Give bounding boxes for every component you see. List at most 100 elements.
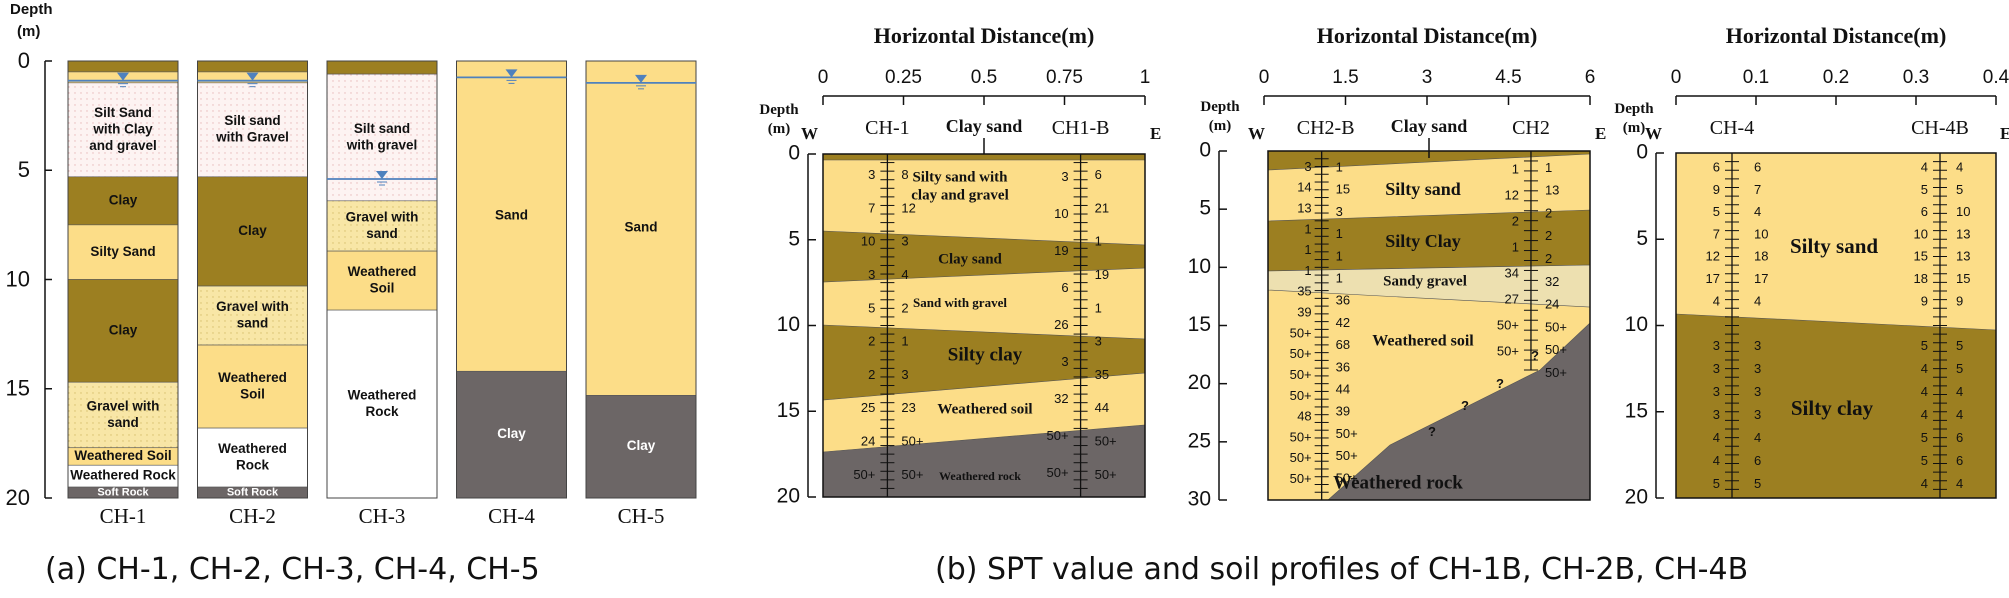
- spt-value: 1: [901, 334, 908, 349]
- spt-value: 5: [1956, 182, 1963, 197]
- spt-value: 4: [1754, 293, 1761, 308]
- y-axis-label: Depth: [1614, 101, 1654, 117]
- y-tick-label: 10: [6, 266, 30, 291]
- spt-value: 5: [1713, 476, 1720, 491]
- spt-value: 9: [1956, 293, 1963, 308]
- layer-label: Silty sand with: [912, 169, 1008, 185]
- spt-value: 50+: [1336, 426, 1358, 441]
- layer-label: sand: [107, 415, 139, 430]
- spt-value: 24: [861, 433, 875, 448]
- layer-label: Weathered: [348, 387, 417, 402]
- spt-value: 9: [1921, 293, 1928, 308]
- spt-value: 3: [1713, 384, 1720, 399]
- spt-value: 1: [1512, 239, 1519, 254]
- spt-value: 50+: [901, 433, 923, 448]
- layer-label: clay and gravel: [911, 188, 1009, 204]
- spt-value: 50+: [1545, 319, 1567, 334]
- y-tick-label: 30: [1188, 488, 1211, 511]
- spt-value: 10: [1754, 226, 1768, 241]
- spt-value: 50+: [1095, 433, 1117, 448]
- y-tick-label: 20: [1188, 371, 1211, 394]
- spt-value: 19: [1095, 267, 1109, 282]
- spt-value: 10: [1914, 226, 1928, 241]
- spt-value: 3: [1754, 361, 1761, 376]
- layer-label: Weathered rock: [1333, 472, 1463, 493]
- spt-value: 50+: [1047, 428, 1069, 443]
- spt-value: 4: [901, 267, 908, 282]
- y-tick-label: 15: [1625, 399, 1648, 422]
- y-axis-unit: (m): [17, 23, 40, 40]
- east-label: E: [1595, 124, 1606, 143]
- layer-label: Clay: [627, 438, 656, 453]
- column-border: [326, 60, 438, 499]
- y-axis-unit: (m): [1209, 118, 1232, 134]
- spt-value: 3: [1754, 338, 1761, 353]
- spt-value: 42: [1336, 315, 1350, 330]
- spt-value: 24: [1545, 297, 1559, 312]
- layer-label: Weathered rock: [939, 469, 1021, 483]
- water-table-icon: [117, 72, 129, 81]
- spt-value: 9: [1713, 182, 1720, 197]
- layer-gravel: [326, 200, 438, 252]
- spt-value: 4: [1754, 204, 1761, 219]
- spt-value: 26: [1054, 317, 1068, 332]
- layer-label: Clay: [109, 192, 138, 207]
- layer-sand: [585, 60, 697, 396]
- x-tick-label: 0.75: [1046, 67, 1083, 88]
- water-table-icon: [376, 170, 388, 179]
- x-tick-label: 0.3: [1903, 67, 1929, 88]
- layer-label: Silty clay: [1791, 396, 1874, 420]
- column-name: CH-4: [488, 504, 535, 528]
- spt-value: 4: [1921, 476, 1928, 491]
- y-tick-label: 5: [788, 227, 800, 250]
- layer-label: Weathered Rock: [70, 468, 176, 483]
- spt-value: 32: [1545, 274, 1559, 289]
- spt-value: 8: [901, 167, 908, 182]
- y-tick-label: 10: [1625, 313, 1648, 336]
- y-tick-label: 15: [6, 376, 30, 401]
- x-tick-label: 0: [1259, 67, 1270, 88]
- x-tick-label: 0.25: [885, 67, 922, 88]
- layer-label: with gravel: [346, 137, 418, 152]
- spt-value: 3: [868, 167, 875, 182]
- layer-label: Clay: [497, 426, 526, 441]
- spt-value: 23: [901, 400, 915, 415]
- spt-value: 1: [1336, 248, 1343, 263]
- spt-value: 4: [1713, 430, 1720, 445]
- spt-value: 13: [1956, 249, 1970, 264]
- spt-value: 35: [1297, 284, 1311, 299]
- spt-value: 50+: [1095, 467, 1117, 482]
- spt-value: 1: [1095, 234, 1102, 249]
- y-tick-label: 20: [6, 485, 30, 510]
- layer-label: Weathered: [218, 370, 287, 385]
- spt-value: 39: [1336, 404, 1350, 419]
- caption-b: (b) SPT value and soil profiles of CH-1B…: [935, 552, 1749, 587]
- borehole-name: CH-1: [865, 117, 909, 139]
- layer-label: Sandy gravel: [1383, 273, 1467, 289]
- spt-value: 36: [1336, 293, 1350, 308]
- spt-value: 35: [1095, 367, 1109, 382]
- spt-value: 1: [1095, 300, 1102, 315]
- x-tick-label: 0: [818, 67, 829, 88]
- spt-value: 1: [1304, 242, 1311, 257]
- spt-value: 3: [1754, 407, 1761, 422]
- x-tick-label: 1.5: [1332, 67, 1358, 88]
- spt-value: 4: [1754, 430, 1761, 445]
- east-label: E: [1150, 124, 1161, 143]
- spt-value: 68: [1336, 337, 1350, 352]
- layer-label: and gravel: [89, 138, 157, 153]
- layer-label: Soft Rock: [227, 486, 279, 498]
- x-axis-title: Horizontal Distance(m): [1317, 23, 1538, 48]
- layer-label: sand: [366, 226, 398, 241]
- spt-value: 50+: [1290, 346, 1312, 361]
- spt-value: 4: [1921, 384, 1928, 399]
- spt-value: 3: [1713, 361, 1720, 376]
- spt-value: 6: [1956, 453, 1963, 468]
- y-tick-label: 0: [1199, 139, 1211, 162]
- panel-b: Horizontal Distance(m)0 0.25 0.5 0.75 1Depth…: [759, 23, 2009, 511]
- layer-label: Silty sand: [1385, 179, 1461, 199]
- x-axis-title: Horizontal Distance(m): [1726, 23, 1947, 48]
- spt-value: 50+: [1336, 448, 1358, 463]
- spt-value: 2: [1512, 213, 1519, 228]
